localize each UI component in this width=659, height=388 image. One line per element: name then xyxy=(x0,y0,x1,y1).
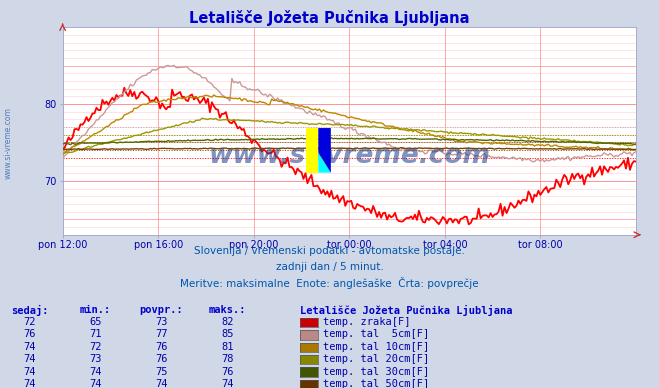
Text: temp. tal 20cm[F]: temp. tal 20cm[F] xyxy=(323,354,429,364)
Text: 74: 74 xyxy=(90,379,101,388)
Text: 65: 65 xyxy=(90,317,101,327)
Text: 72: 72 xyxy=(90,342,101,352)
Text: 74: 74 xyxy=(90,367,101,377)
Text: zadnji dan / 5 minut.: zadnji dan / 5 minut. xyxy=(275,262,384,272)
Polygon shape xyxy=(318,128,331,173)
Text: 74: 74 xyxy=(156,379,167,388)
Text: 75: 75 xyxy=(156,367,167,377)
Text: Letališče Jožeta Pučnika Ljubljana: Letališče Jožeta Pučnika Ljubljana xyxy=(300,305,512,315)
Text: temp. tal  5cm[F]: temp. tal 5cm[F] xyxy=(323,329,429,340)
Text: povpr.:: povpr.: xyxy=(140,305,183,315)
Text: 76: 76 xyxy=(156,342,167,352)
Polygon shape xyxy=(318,152,331,173)
Text: maks.:: maks.: xyxy=(209,305,246,315)
Text: temp. zraka[F]: temp. zraka[F] xyxy=(323,317,411,327)
Text: 74: 74 xyxy=(24,379,36,388)
Text: 73: 73 xyxy=(90,354,101,364)
Text: 76: 76 xyxy=(24,329,36,340)
Text: 74: 74 xyxy=(221,379,233,388)
Text: 76: 76 xyxy=(156,354,167,364)
Text: Letališče Jožeta Pučnika Ljubljana: Letališče Jožeta Pučnika Ljubljana xyxy=(189,10,470,26)
Text: 73: 73 xyxy=(156,317,167,327)
Text: 81: 81 xyxy=(221,342,233,352)
Text: temp. tal 10cm[F]: temp. tal 10cm[F] xyxy=(323,342,429,352)
Text: min.:: min.: xyxy=(80,305,111,315)
Polygon shape xyxy=(306,128,318,173)
Text: 77: 77 xyxy=(156,329,167,340)
Text: Meritve: maksimalne  Enote: anglešaške  Črta: povprečje: Meritve: maksimalne Enote: anglešaške Čr… xyxy=(180,277,479,289)
Text: temp. tal 50cm[F]: temp. tal 50cm[F] xyxy=(323,379,429,388)
Text: 76: 76 xyxy=(221,367,233,377)
Text: www.si-vreme.com: www.si-vreme.com xyxy=(208,143,490,169)
Text: 82: 82 xyxy=(221,317,233,327)
Text: 72: 72 xyxy=(24,317,36,327)
Text: 85: 85 xyxy=(221,329,233,340)
Text: Slovenija / vremenski podatki - avtomatske postaje.: Slovenija / vremenski podatki - avtomats… xyxy=(194,246,465,256)
Text: temp. tal 30cm[F]: temp. tal 30cm[F] xyxy=(323,367,429,377)
Text: 74: 74 xyxy=(24,342,36,352)
Text: sedaj:: sedaj: xyxy=(11,305,48,315)
Text: 74: 74 xyxy=(24,354,36,364)
Text: www.si-vreme.com: www.si-vreme.com xyxy=(3,107,13,180)
Text: 71: 71 xyxy=(90,329,101,340)
Text: 74: 74 xyxy=(24,367,36,377)
Text: 78: 78 xyxy=(221,354,233,364)
